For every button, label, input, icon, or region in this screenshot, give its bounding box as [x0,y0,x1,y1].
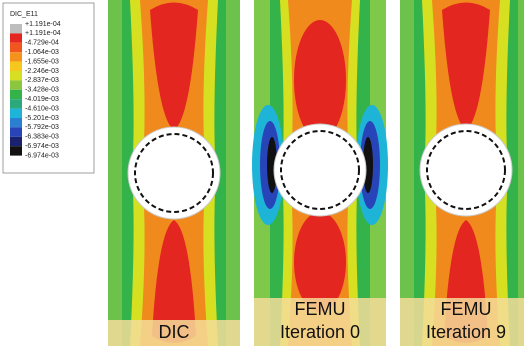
legend-title: DIC_E11 [10,11,38,18]
legend-label: -2.246e-03 [25,68,59,75]
panel-femu-9 [400,0,524,346]
legend-label: -4.610e-03 [25,105,59,112]
legend-swatch [10,24,22,34]
legend-swatch [10,42,22,53]
panel-femu-0 [252,0,388,346]
legend-label: -4.729e-04 [25,40,59,47]
legend-swatch [10,71,22,81]
legend-swatch [10,80,22,90]
panel-label: Iteration 0 [280,322,360,342]
legend-swatches [10,24,22,156]
panel-dic [108,0,240,346]
legend-swatch [10,52,22,62]
legend: DIC_E11 [2,2,95,174]
legend-swatch [10,146,22,156]
legend-label: -1.064e-03 [25,49,59,56]
legend-label: +1.191e-04 [25,21,61,28]
legend-label: -5.201e-03 [25,115,59,122]
legend-swatch [10,89,22,100]
legend-label: -1.655e-03 [25,58,59,65]
legend-label: -6.974e-03 [25,143,59,150]
legend-swatch [10,99,22,109]
legend-swatch [10,127,22,137]
legend-swatch [10,108,22,118]
legend-swatch [10,136,22,147]
legend-label: -3.428e-03 [25,87,59,94]
legend-label: -6.383e-03 [25,134,59,141]
legend-label: -2.837e-03 [25,77,59,84]
panel-label: FEMU [441,299,492,319]
panel-label: Iteration 9 [426,322,506,342]
legend-label: -5.792e-03 [25,124,59,131]
legend-swatch [10,61,22,71]
legend-swatch [10,118,22,128]
legend-swatch [10,33,22,43]
legend-label: -4.019e-03 [25,96,59,103]
panel-label: FEMU [295,299,346,319]
legend-label: +1.191e-04 [25,30,61,37]
legend-label: -6.974e-03 [25,152,59,159]
panel-label: DIC [159,322,190,342]
